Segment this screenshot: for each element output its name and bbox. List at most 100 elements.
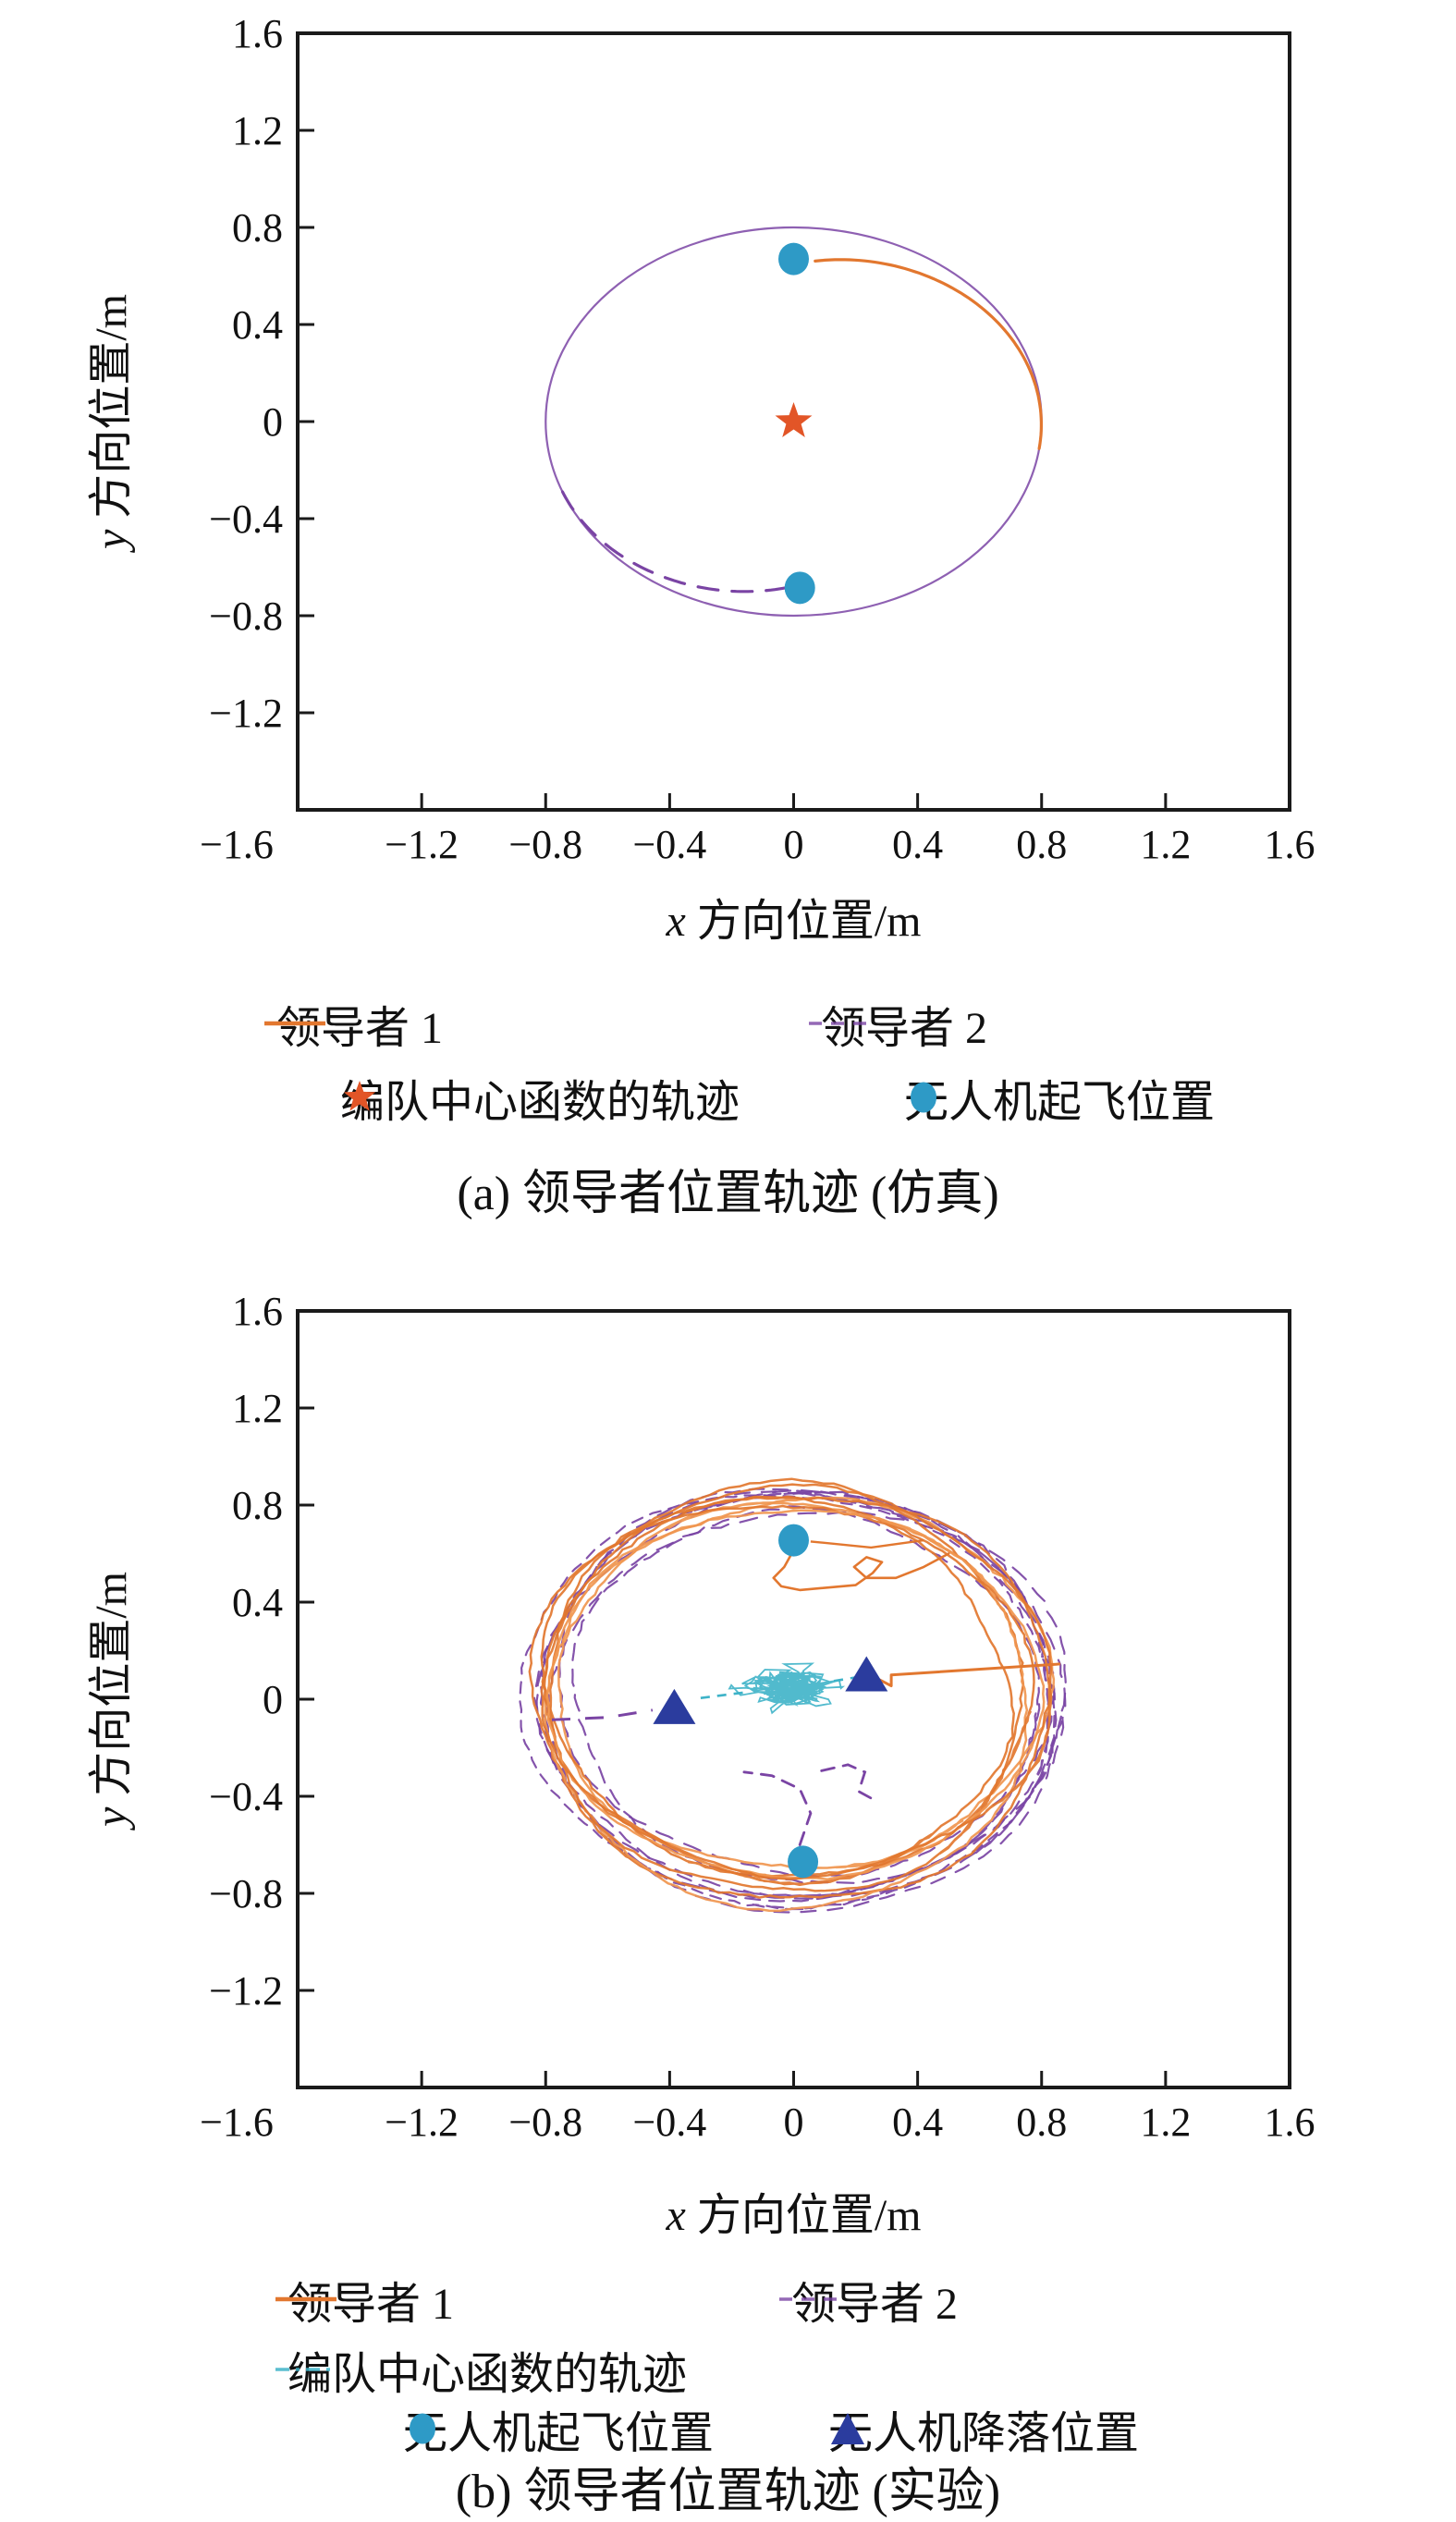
y-tick-label: 0.4 bbox=[232, 1580, 283, 1625]
legend-triangle bbox=[831, 2413, 864, 2444]
x-tick-label: 0 bbox=[784, 2100, 804, 2145]
y-tick-label: −0.8 bbox=[209, 1871, 283, 1916]
leader2-bottom-squiggle bbox=[742, 1770, 813, 1846]
x-tick-label: −1.6 bbox=[200, 2100, 274, 2145]
takeoff-marker bbox=[778, 1524, 809, 1557]
legend-item-takeoff-a: 无人机起飞位置 bbox=[889, 1065, 1215, 1130]
leader2-loop bbox=[557, 1490, 1056, 1879]
y-tick-label: 0 bbox=[263, 1677, 283, 1722]
leader2-landing-approach bbox=[551, 1708, 654, 1721]
y-tick-label: 1.2 bbox=[232, 1386, 283, 1431]
landing-marker bbox=[845, 1656, 888, 1692]
x-tick-label: 0 bbox=[784, 822, 804, 867]
legend-item-center-track-a: 编队中心函数的轨迹 bbox=[325, 1065, 740, 1130]
legend-item-leader1-a: 领导者 1 bbox=[262, 991, 443, 1056]
formation-center-dashes-left bbox=[700, 1690, 750, 1699]
x-tick-label: 1.6 bbox=[1264, 822, 1315, 867]
legend-label: 编队中心函数的轨迹 bbox=[340, 1078, 740, 1127]
y-tick-label: 0.8 bbox=[232, 1483, 283, 1528]
x-tick-label: 0.8 bbox=[1016, 2100, 1067, 2145]
legend-item-leader1-b: 领导者 1 bbox=[273, 2267, 454, 2332]
y-tick-label: −1.2 bbox=[209, 1968, 283, 2014]
legend-label: 编队中心函数的轨迹 bbox=[288, 2350, 688, 2399]
y-axis-label: y 方向位置/m bbox=[87, 294, 136, 554]
leader1-trajectory bbox=[814, 258, 1043, 450]
legend-item-leader2-a: 领导者 2 bbox=[806, 991, 987, 1056]
legend-line-dashed-icon bbox=[779, 2297, 840, 2301]
legend-dashdot-icon bbox=[275, 2368, 336, 2371]
legend-label: 无人机起飞位置 bbox=[403, 2409, 715, 2458]
x-tick-label: 1.2 bbox=[1140, 822, 1191, 867]
leader1-top-link bbox=[810, 1538, 924, 1549]
y-tick-label: 1.6 bbox=[232, 1289, 283, 1334]
legend-item-takeoff-b: 无人机起飞位置 bbox=[388, 2396, 714, 2461]
x-tick-label: −1.6 bbox=[200, 822, 274, 867]
landing-marker bbox=[653, 1688, 696, 1724]
leader1-landing-connector bbox=[876, 1662, 1060, 1688]
caption-a: (a) 领导者位置轨迹 (仿真) bbox=[457, 1168, 999, 1220]
legend-circle-icon bbox=[410, 2413, 435, 2444]
legend-b-row-1: 领导者 1 领导者 2 bbox=[0, 2267, 1456, 2329]
legend-line-solid-icon bbox=[264, 1021, 325, 1026]
legend-item-landing-b: 无人机降落位置 bbox=[814, 2396, 1139, 2461]
leader1-loop bbox=[540, 1483, 1035, 1892]
caption-b: (b) 领导者位置轨迹 (实验) bbox=[455, 2466, 1001, 2518]
x-tick-label: 0.4 bbox=[892, 2100, 943, 2145]
leader2-loop bbox=[532, 1490, 1058, 1914]
legend-label: 领导者 2 bbox=[791, 2280, 959, 2329]
legend-star bbox=[343, 1081, 376, 1111]
legend-b-row-3: 无人机起飞位置 无人机降落位置 bbox=[0, 2396, 1456, 2458]
takeoff-marker bbox=[778, 242, 809, 275]
leader1-loop bbox=[545, 1509, 1046, 1881]
legend-item-center-track-b: 编队中心函数的轨迹 bbox=[273, 2337, 687, 2402]
x-tick-label: −1.2 bbox=[385, 2100, 459, 2145]
x-tick-label: −0.4 bbox=[632, 822, 706, 867]
y-tick-label: 0 bbox=[263, 399, 283, 445]
y-tick-label: 1.2 bbox=[232, 108, 283, 153]
legend-line-solid-icon bbox=[275, 2296, 336, 2302]
y-axis-label: y 方向位置/m bbox=[87, 1572, 136, 1831]
x-tick-label: 1.2 bbox=[1140, 2100, 1191, 2145]
chart-b-plot: −1.6 −1.2 −0.8 −0.4 0 0.4 0.8 1.2 1.6 1.6 1.2 0.8 0.… bbox=[87, 1289, 1315, 2240]
formation-center-star bbox=[775, 402, 813, 437]
leader1-takeoff-squiggle bbox=[772, 1549, 950, 1592]
x-tick-label: −0.4 bbox=[632, 2100, 706, 2145]
x-tick-label: 1.6 bbox=[1264, 2100, 1315, 2145]
legend-label: 领导者 2 bbox=[821, 1004, 988, 1053]
formation-center-scribble bbox=[728, 1662, 846, 1715]
takeoff-marker bbox=[788, 1845, 819, 1879]
legend-a-row-1: 领导者 1 领导者 2 bbox=[0, 991, 1456, 1053]
y-tick-label: 0.8 bbox=[232, 205, 283, 251]
leader2-loop bbox=[544, 1511, 1067, 1898]
y-tick-label: −0.4 bbox=[209, 496, 283, 542]
legend-triangle-icon bbox=[831, 2413, 864, 2444]
y-tick-label: −0.8 bbox=[209, 594, 283, 639]
legend-circle-icon bbox=[911, 1082, 936, 1113]
legend-line-dashed-icon bbox=[809, 1022, 870, 1025]
legend-item-leader2-b: 领导者 2 bbox=[777, 2267, 958, 2332]
y-tick-label: 0.4 bbox=[232, 302, 283, 348]
x-tick-label: −1.2 bbox=[385, 822, 459, 867]
leader2-trajectory bbox=[557, 483, 789, 594]
legend-circle bbox=[911, 1082, 936, 1113]
leader1-loop bbox=[528, 1477, 1053, 1899]
x-axis-label: x 方向位置/m bbox=[666, 897, 922, 946]
y-tick-label: −0.4 bbox=[209, 1774, 283, 1819]
legend-a-row-2: 编队中心函数的轨迹 无人机起飞位置 bbox=[0, 1065, 1456, 1127]
leader2-loop bbox=[571, 1505, 1041, 1885]
formation-center-dashes-right bbox=[833, 1676, 856, 1683]
y-tick-label: −1.2 bbox=[209, 691, 283, 736]
x-tick-label: 0.8 bbox=[1016, 822, 1067, 867]
x-tick-label: −0.8 bbox=[508, 2100, 582, 2145]
leader2-bottom-hook bbox=[820, 1763, 876, 1802]
legend-label: 领导者 1 bbox=[276, 1004, 444, 1053]
legend-label: 领导者 1 bbox=[288, 2280, 455, 2329]
legend-label: 无人机起飞位置 bbox=[904, 1078, 1216, 1127]
legend-star-icon bbox=[343, 1081, 376, 1111]
legend-circle bbox=[410, 2413, 435, 2444]
x-axis-label: x 方向位置/m bbox=[666, 2191, 922, 2240]
chart-a-plot: −1.6 −1.2 −0.8 −0.4 0 0.4 0.8 1.2 1.6 1.6 1.2 0.8 0.… bbox=[87, 11, 1315, 946]
x-tick-label: 0.4 bbox=[892, 822, 943, 867]
leader1-loop bbox=[540, 1495, 1053, 1880]
leader1-loop bbox=[548, 1504, 1015, 1887]
